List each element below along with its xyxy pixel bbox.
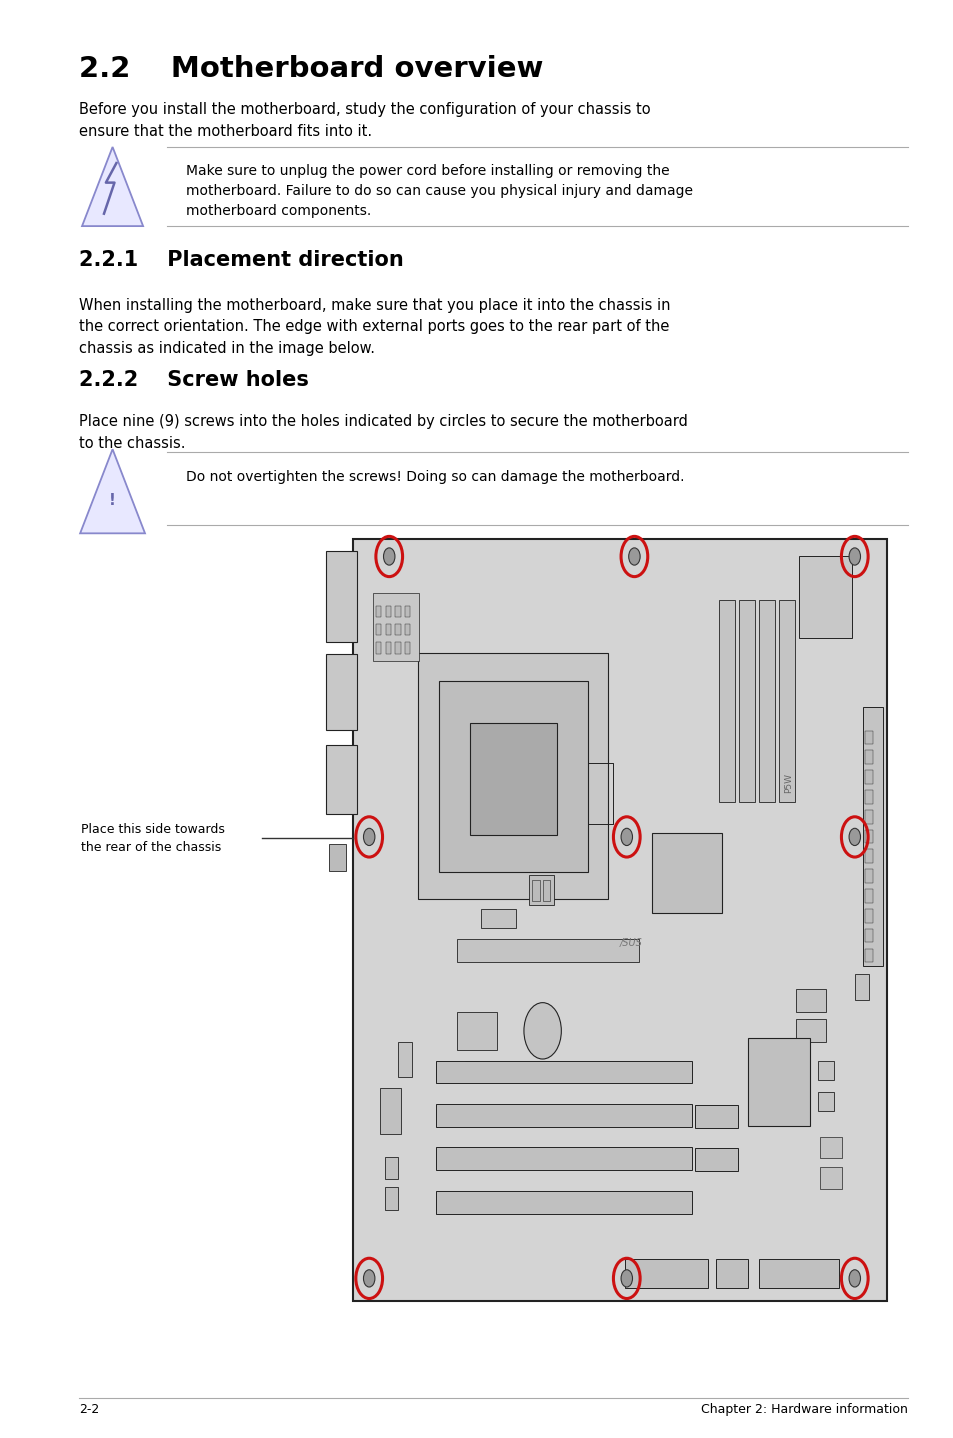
Bar — [863, 771, 872, 784]
Bar — [863, 830, 872, 843]
Text: Chapter 2: Hardware information: Chapter 2: Hardware information — [700, 1403, 907, 1416]
Bar — [404, 605, 410, 617]
Bar — [854, 974, 867, 1001]
Circle shape — [848, 548, 860, 565]
Bar — [863, 929, 872, 942]
Bar — [326, 653, 356, 731]
Bar — [694, 1104, 737, 1127]
Bar — [863, 751, 872, 764]
Bar — [863, 731, 872, 745]
Polygon shape — [82, 147, 143, 226]
Circle shape — [620, 828, 632, 846]
Circle shape — [848, 1270, 860, 1287]
Bar — [436, 1191, 692, 1214]
Bar — [863, 850, 872, 863]
Text: Make sure to unplug the power cord before installing or removing the
motherboard: Make sure to unplug the power cord befor… — [186, 164, 692, 219]
Bar — [385, 1188, 398, 1209]
Bar — [796, 989, 825, 1012]
Bar — [759, 600, 775, 802]
Circle shape — [363, 828, 375, 846]
Bar — [716, 1258, 747, 1287]
Text: Do not overtighten the screws! Doing so can damage the motherboard.: Do not overtighten the screws! Doing so … — [186, 470, 684, 485]
Text: Place this side towards
the rear of the chassis: Place this side towards the rear of the … — [81, 823, 225, 854]
Bar — [863, 789, 872, 804]
Bar — [799, 557, 852, 638]
Text: 2.2    Motherboard overview: 2.2 Motherboard overview — [79, 55, 543, 82]
Bar — [694, 1148, 737, 1171]
Text: P5W: P5W — [783, 774, 792, 794]
Bar — [465, 1061, 478, 1077]
Bar — [326, 551, 356, 643]
Bar — [385, 1156, 398, 1179]
Bar — [652, 833, 720, 913]
Bar — [456, 939, 639, 962]
Bar — [817, 1091, 833, 1110]
Text: !: ! — [109, 493, 116, 508]
Bar — [379, 1089, 400, 1133]
Bar — [863, 869, 872, 883]
Polygon shape — [80, 449, 145, 533]
Circle shape — [363, 1270, 375, 1287]
Circle shape — [620, 1270, 632, 1287]
Bar — [863, 810, 872, 824]
Text: 2.2.1    Placement direction: 2.2.1 Placement direction — [79, 250, 403, 270]
Bar — [863, 949, 872, 962]
Circle shape — [628, 548, 639, 565]
Bar — [326, 745, 356, 814]
Bar — [375, 624, 381, 636]
Bar — [375, 643, 381, 653]
Bar — [747, 1038, 809, 1126]
Bar — [404, 643, 410, 653]
Bar — [625, 1258, 707, 1287]
Bar — [417, 653, 608, 899]
Bar — [862, 707, 882, 966]
Text: Before you install the motherboard, study the configuration of your chassis to
e: Before you install the motherboard, stud… — [79, 102, 650, 138]
Bar — [863, 889, 872, 903]
Bar — [820, 1137, 841, 1158]
Bar — [375, 605, 381, 617]
Bar — [395, 643, 400, 653]
Bar — [395, 624, 400, 636]
Bar — [863, 909, 872, 923]
Bar — [817, 1061, 833, 1080]
Text: Place nine (9) screws into the holes indicated by circles to secure the motherbo: Place nine (9) screws into the holes ind… — [79, 414, 687, 450]
Bar — [779, 600, 795, 802]
Bar — [719, 600, 735, 802]
Bar — [395, 605, 400, 617]
Bar — [329, 844, 346, 871]
Bar — [404, 624, 410, 636]
Circle shape — [523, 1002, 560, 1058]
Bar — [436, 1104, 692, 1127]
Circle shape — [383, 548, 395, 565]
Bar — [542, 880, 550, 902]
Bar — [436, 1148, 692, 1171]
Bar — [438, 680, 587, 871]
Text: When installing the motherboard, make sure that you place it into the chassis in: When installing the motherboard, make su… — [79, 298, 670, 355]
Bar — [529, 874, 554, 905]
Bar — [532, 880, 539, 902]
Text: 2.2.2    Screw holes: 2.2.2 Screw holes — [79, 370, 309, 390]
Bar — [398, 1043, 412, 1077]
Bar — [436, 1061, 692, 1083]
Bar — [796, 1020, 825, 1043]
Bar — [469, 723, 557, 835]
Bar — [373, 592, 418, 661]
Bar — [385, 643, 391, 653]
Bar — [759, 1258, 839, 1287]
Bar — [385, 605, 391, 617]
Text: 2-2: 2-2 — [79, 1403, 99, 1416]
Text: /SUS: /SUS — [618, 938, 641, 948]
Bar — [353, 539, 886, 1301]
Bar — [385, 624, 391, 636]
Circle shape — [848, 828, 860, 846]
Bar — [820, 1168, 841, 1189]
Bar — [480, 909, 516, 928]
Bar — [456, 1012, 497, 1050]
Bar — [739, 600, 755, 802]
